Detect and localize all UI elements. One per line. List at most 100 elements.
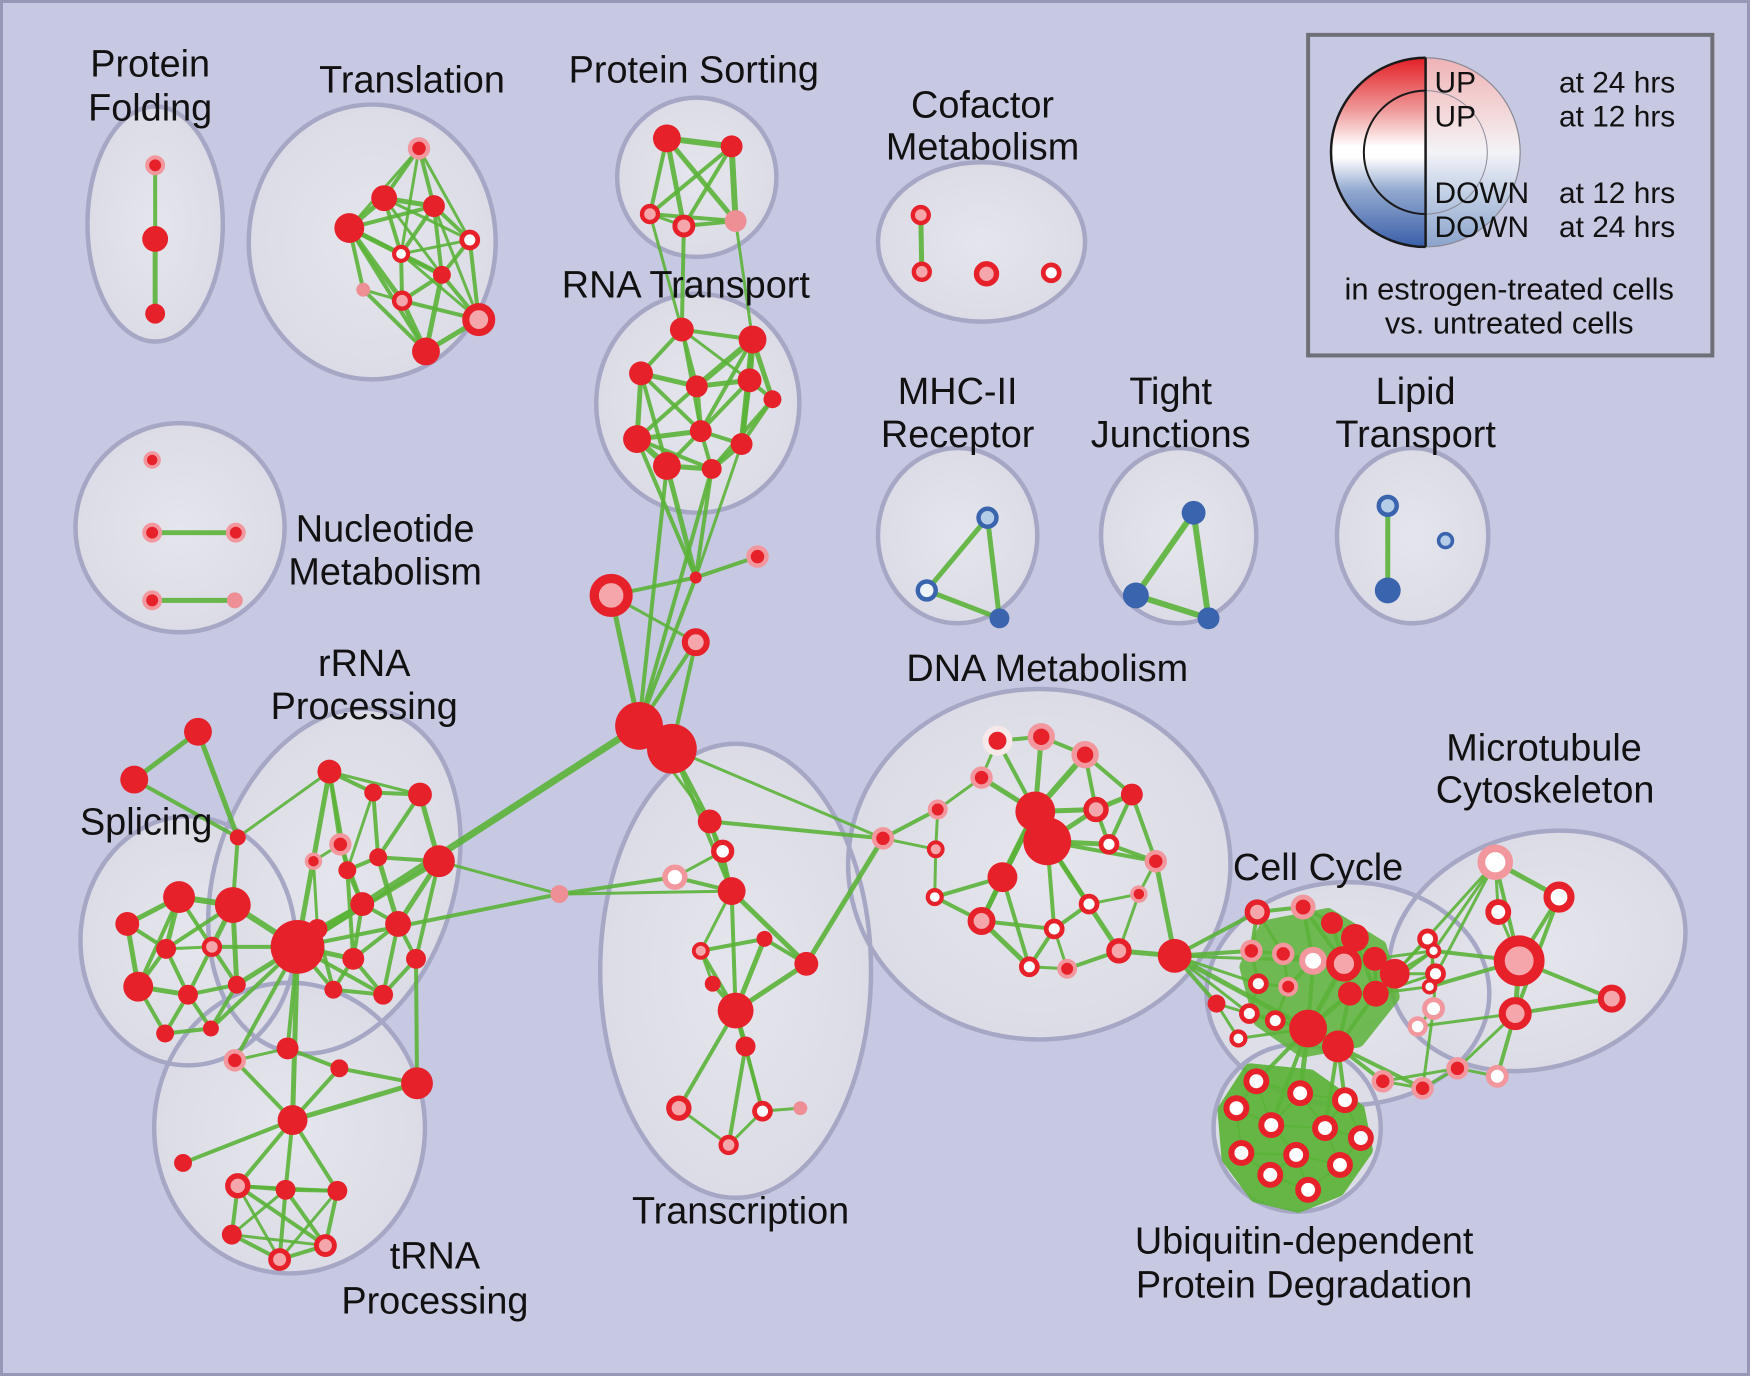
network-node-nm1[interactable] xyxy=(143,451,161,469)
network-node-c16[interactable] xyxy=(1264,1010,1286,1031)
network-node-sp7[interactable] xyxy=(178,984,198,1005)
network-node-c19[interactable] xyxy=(1229,1029,1248,1048)
network-node-c5[interactable] xyxy=(1240,939,1263,963)
network-node-tb4[interactable] xyxy=(221,1224,242,1245)
network-node-ps4[interactable] xyxy=(672,214,696,238)
network-node-cm1[interactable] xyxy=(910,204,931,226)
network-node-tn1[interactable] xyxy=(223,1049,247,1072)
network-node-t1[interactable] xyxy=(407,137,431,160)
network-node-ps1[interactable] xyxy=(652,124,681,153)
network-node-m8[interactable] xyxy=(1597,984,1626,1013)
network-node-d24[interactable] xyxy=(1207,994,1226,1013)
network-node-c3[interactable] xyxy=(1321,912,1343,934)
network-node-m11[interactable] xyxy=(1446,1057,1469,1080)
network-node-t5[interactable] xyxy=(459,229,481,251)
network-node-c7[interactable] xyxy=(1299,946,1328,975)
network-node-br1[interactable] xyxy=(871,827,895,850)
network-node-tr6[interactable] xyxy=(691,941,710,960)
network-node-u7[interactable] xyxy=(1347,1125,1374,1151)
network-node-m3[interactable] xyxy=(1485,899,1512,925)
network-node-sc[interactable] xyxy=(229,829,246,846)
network-node-c10[interactable] xyxy=(1379,958,1410,989)
network-node-rr13[interactable] xyxy=(406,948,426,969)
network-node-d4[interactable] xyxy=(970,766,993,789)
network-node-rt2[interactable] xyxy=(738,325,767,354)
network-node-rr5[interactable] xyxy=(304,852,323,870)
network-node-x1[interactable] xyxy=(689,571,702,584)
network-node-rr3[interactable] xyxy=(408,782,432,807)
network-node-m9[interactable] xyxy=(1407,1016,1428,1037)
network-node-d19[interactable] xyxy=(1043,918,1065,940)
network-node-t3[interactable] xyxy=(422,195,445,218)
network-node-tr1[interactable] xyxy=(697,809,722,834)
network-node-c2[interactable] xyxy=(1290,894,1316,920)
network-node-rt4[interactable] xyxy=(685,375,708,398)
network-node-cm4[interactable] xyxy=(1040,262,1062,284)
network-node-d9[interactable] xyxy=(1023,817,1072,866)
network-node-rt8[interactable] xyxy=(689,420,712,443)
network-node-sp9[interactable] xyxy=(156,1024,175,1043)
network-node-rr14[interactable] xyxy=(324,980,343,999)
network-node-rr4[interactable] xyxy=(329,833,352,856)
network-node-trb2[interactable] xyxy=(718,1134,739,1156)
network-node-t6[interactable] xyxy=(392,244,411,263)
network-node-tl[interactable] xyxy=(174,1153,192,1172)
network-node-trb1[interactable] xyxy=(666,1095,692,1121)
network-node-d7[interactable] xyxy=(1083,796,1109,823)
network-node-d14[interactable] xyxy=(1144,850,1167,873)
network-node-d5[interactable] xyxy=(927,799,948,820)
network-node-u11[interactable] xyxy=(1257,1161,1284,1188)
network-node-t4[interactable] xyxy=(334,213,365,243)
network-node-d16[interactable] xyxy=(925,888,944,907)
network-node-tn4[interactable] xyxy=(401,1067,433,1100)
network-node-u5[interactable] xyxy=(1258,1112,1285,1139)
network-node-d15[interactable] xyxy=(1130,885,1148,903)
network-node-sp6[interactable] xyxy=(123,971,154,1002)
network-node-c8[interactable] xyxy=(1326,946,1362,982)
network-node-pf3[interactable] xyxy=(145,303,166,324)
network-node-rr12[interactable] xyxy=(342,947,365,970)
network-node-u8[interactable] xyxy=(1228,1140,1255,1166)
network-node-c20[interactable] xyxy=(1371,1070,1394,1093)
network-node-tr8[interactable] xyxy=(704,975,721,992)
network-node-d2[interactable] xyxy=(1027,723,1055,751)
network-node-m1[interactable] xyxy=(1477,844,1514,881)
network-node-cm2[interactable] xyxy=(911,261,932,282)
network-node-lp1[interactable] xyxy=(1376,494,1399,517)
network-node-c9[interactable] xyxy=(1362,946,1387,971)
network-node-rr2[interactable] xyxy=(364,783,383,802)
network-node-m7[interactable] xyxy=(1498,997,1532,1031)
network-node-tj3[interactable] xyxy=(1197,607,1220,630)
network-node-rr15[interactable] xyxy=(373,984,394,1005)
network-node-h2[interactable] xyxy=(646,723,697,774)
network-node-tr9[interactable] xyxy=(794,951,819,976)
network-node-rh[interactable] xyxy=(270,919,325,974)
network-node-rr7[interactable] xyxy=(369,848,388,867)
network-node-trb4[interactable] xyxy=(793,1101,808,1116)
network-node-t9[interactable] xyxy=(391,290,413,311)
network-node-d21[interactable] xyxy=(1057,958,1078,979)
network-node-u9[interactable] xyxy=(1283,1142,1310,1168)
network-node-sp3[interactable] xyxy=(115,912,140,936)
network-node-tr7[interactable] xyxy=(756,930,773,947)
network-node-ps5[interactable] xyxy=(724,210,747,232)
network-node-bl1[interactable] xyxy=(550,885,569,904)
network-node-d3[interactable] xyxy=(1071,741,1099,769)
network-node-c21[interactable] xyxy=(1411,1077,1434,1100)
network-node-tn3[interactable] xyxy=(330,1059,349,1078)
network-node-trb3[interactable] xyxy=(752,1100,773,1122)
network-node-d1[interactable] xyxy=(982,725,1013,756)
network-node-d20[interactable] xyxy=(1018,956,1040,978)
network-node-rr6[interactable] xyxy=(338,861,357,880)
network-node-tb5[interactable] xyxy=(268,1248,292,1271)
network-node-d12[interactable] xyxy=(926,840,945,859)
network-node-c6[interactable] xyxy=(1272,942,1295,966)
network-node-pf2[interactable] xyxy=(142,226,169,252)
network-node-ps2[interactable] xyxy=(720,135,743,158)
network-node-tj2[interactable] xyxy=(1122,582,1149,609)
network-node-c11[interactable] xyxy=(1247,973,1269,995)
network-node-c14[interactable] xyxy=(1362,980,1389,1007)
network-node-c23[interactable] xyxy=(1425,963,1446,985)
network-node-rr10[interactable] xyxy=(385,911,412,937)
network-node-c15[interactable] xyxy=(1239,1003,1260,1024)
